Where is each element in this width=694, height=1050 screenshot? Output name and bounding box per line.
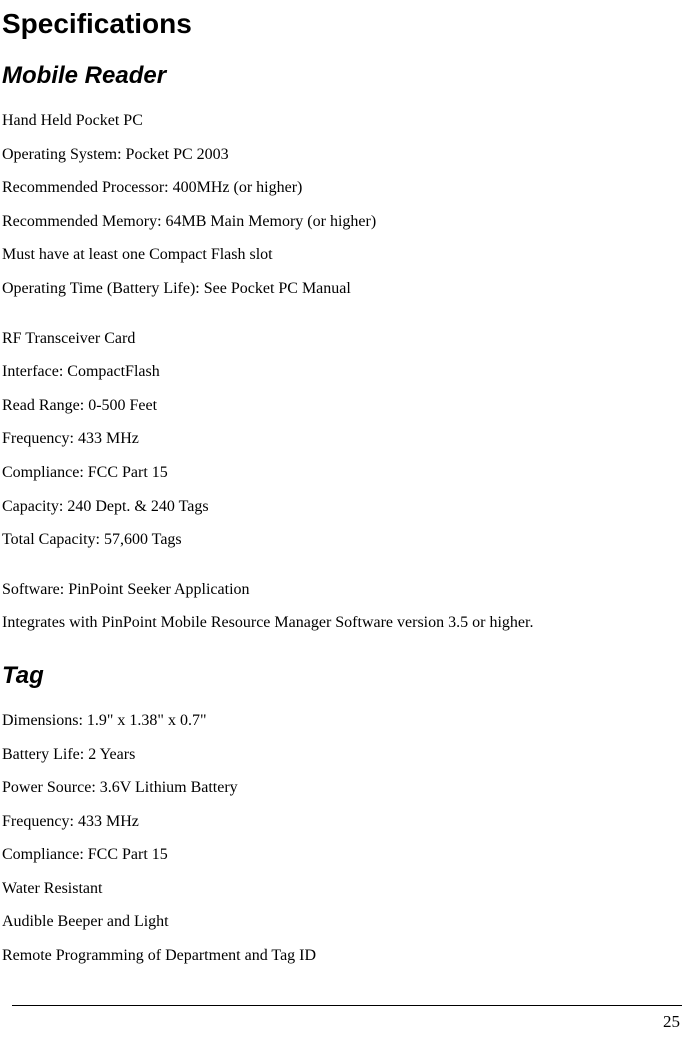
- spec-line: Frequency: 433 MHz: [2, 428, 692, 450]
- spec-group-rf-card: RF Transceiver Card Interface: CompactFl…: [2, 328, 692, 551]
- section-heading-tag: Tag: [2, 662, 692, 690]
- spec-group-tag: Dimensions: 1.9" x 1.38" x 0.7" Battery …: [2, 710, 692, 967]
- spec-line: Interface: CompactFlash: [2, 361, 692, 383]
- page-title: Specifications: [2, 8, 692, 40]
- spec-line: Remote Programming of Department and Tag…: [2, 945, 692, 967]
- spec-line: Dimensions: 1.9" x 1.38" x 0.7": [2, 710, 692, 732]
- spec-line: Hand Held Pocket PC: [2, 110, 692, 132]
- section-heading-mobile-reader: Mobile Reader: [2, 62, 692, 90]
- spec-line: Recommended Memory: 64MB Main Memory (or…: [2, 211, 692, 233]
- spec-line: Frequency: 433 MHz: [2, 811, 692, 833]
- page-footer: 25: [12, 1005, 682, 1032]
- spec-line: Capacity: 240 Dept. & 240 Tags: [2, 496, 692, 518]
- spec-line: Must have at least one Compact Flash slo…: [2, 244, 692, 266]
- spec-group-pocket-pc: Hand Held Pocket PC Operating System: Po…: [2, 110, 692, 300]
- spec-line: Power Source: 3.6V Lithium Battery: [2, 777, 692, 799]
- spec-line: Total Capacity: 57,600 Tags: [2, 529, 692, 551]
- spec-line: Operating System: Pocket PC 2003: [2, 144, 692, 166]
- spec-line: Water Resistant: [2, 878, 692, 900]
- spec-line: Battery Life: 2 Years: [2, 744, 692, 766]
- spec-group-software: Software: PinPoint Seeker Application In…: [2, 579, 692, 634]
- spec-line: Recommended Processor: 400MHz (or higher…: [2, 177, 692, 199]
- spec-line: Compliance: FCC Part 15: [2, 462, 692, 484]
- spec-line: Compliance: FCC Part 15: [2, 844, 692, 866]
- footer-rule: [12, 1005, 682, 1006]
- spec-line: Software: PinPoint Seeker Application: [2, 579, 692, 601]
- spec-line: RF Transceiver Card: [2, 328, 692, 350]
- page-number: 25: [12, 1012, 682, 1032]
- spec-line: Audible Beeper and Light: [2, 911, 692, 933]
- spec-line: Integrates with PinPoint Mobile Resource…: [2, 612, 692, 634]
- spec-line: Read Range: 0-500 Feet: [2, 395, 692, 417]
- spec-line: Operating Time (Battery Life): See Pocke…: [2, 278, 692, 300]
